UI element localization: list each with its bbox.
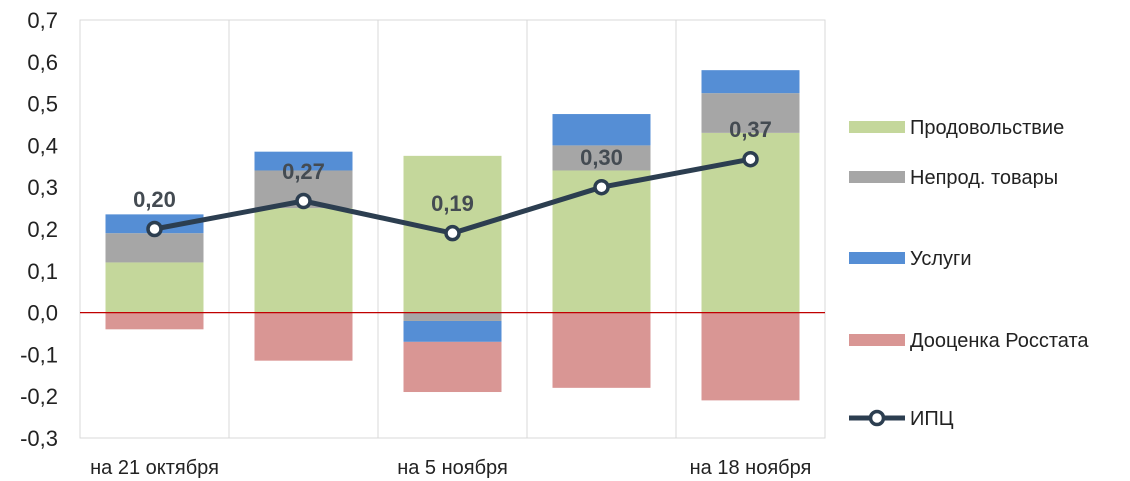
legend-swatch — [849, 171, 905, 183]
plot-area-border — [79, 19, 826, 439]
bar-segment — [403, 312, 502, 321]
cpi-point — [742, 150, 759, 168]
bar-segment — [403, 341, 502, 393]
legend-swatch — [849, 334, 905, 346]
cpi-point — [295, 192, 312, 210]
bar-segment — [254, 312, 353, 361]
x-tick-label: на 5 ноября — [397, 457, 508, 479]
y-tick-label: 0,4 — [27, 133, 58, 158]
bar-segment — [254, 151, 353, 171]
bar-segment — [552, 114, 651, 146]
x-tick-label: на 21 октября — [90, 457, 219, 479]
y-tick-label: -0,1 — [20, 342, 58, 367]
legend-label: Услуги — [910, 248, 972, 270]
legend-label: ИПЦ — [910, 408, 954, 430]
cpi-point — [593, 178, 610, 196]
cpi-data-label: 0,30 — [580, 145, 623, 170]
bar-segment — [403, 320, 502, 342]
legend-label: Дооценка Росстата — [910, 330, 1089, 352]
y-tick-label: 0,3 — [27, 175, 58, 200]
legend-swatch — [849, 121, 905, 133]
legend-label: Непрод. товары — [910, 167, 1058, 189]
y-tick-label: 0,0 — [27, 301, 58, 326]
cpi-data-label: 0,20 — [133, 187, 176, 212]
bar-segment — [105, 262, 204, 313]
bar-segment — [254, 208, 353, 313]
cpi-point — [146, 220, 163, 238]
bar-segment — [105, 312, 204, 330]
x-tick-label: на 18 ноября — [690, 457, 812, 479]
y-tick-label: 0,1 — [27, 259, 58, 284]
bar-segment — [552, 312, 651, 388]
legend-label: Продовольствие — [910, 117, 1064, 139]
cpi-data-label: 0,19 — [431, 191, 474, 216]
bar-segment — [552, 145, 651, 171]
cpi-data-label: 0,27 — [282, 159, 325, 184]
cpi-point — [444, 224, 461, 242]
bar-segment — [701, 70, 800, 94]
y-tick-label: 0,5 — [27, 92, 58, 117]
y-tick-label: -0,2 — [20, 384, 58, 409]
bar-segment — [701, 312, 800, 401]
bar-segment — [701, 93, 800, 133]
y-tick-label: 0,6 — [27, 50, 58, 75]
y-tick-label: 0,2 — [27, 217, 58, 242]
legend-line-marker — [868, 409, 886, 427]
cpi-data-label: 0,37 — [729, 117, 772, 142]
y-tick-label: -0,3 — [20, 426, 58, 451]
bar-segment — [105, 233, 204, 263]
legend-swatch — [849, 252, 905, 264]
y-tick-label: 0,7 — [27, 8, 58, 33]
